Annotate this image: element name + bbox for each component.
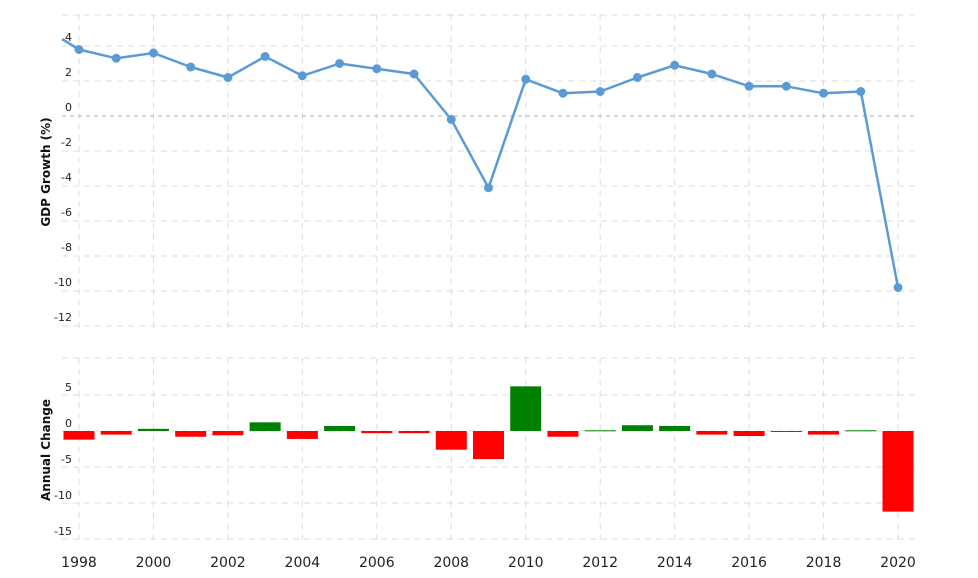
- x-tick-label: 2012: [582, 555, 618, 571]
- annual-change-bar: [770, 431, 802, 432]
- gdp-growth-point: [260, 52, 270, 61]
- annual-change-bars: [63, 386, 914, 512]
- gdp-growth-point: [856, 87, 866, 96]
- gdp-growth-line: [61, 37, 900, 288]
- bottom-y-axis-title: Annual Change: [39, 399, 53, 501]
- gdp-growth-line-series: [61, 37, 900, 288]
- gdp-growth-point: [409, 69, 419, 79]
- gdp-growth-point: [819, 88, 829, 98]
- bottom-y-tick-labels: 5 0 -5 -10 -15: [54, 381, 72, 538]
- top-y-tick-label: -8: [61, 241, 72, 254]
- top-y-tick-label: -12: [54, 311, 72, 324]
- gdp-growth-point: [186, 62, 196, 72]
- gdp-growth-point: [74, 45, 84, 54]
- gdp-growth-point: [484, 183, 493, 193]
- gdp-growth-points: [74, 45, 903, 292]
- top-y-tick-label: 0: [65, 101, 72, 114]
- x-tick-label: 2014: [657, 555, 693, 571]
- annual-change-bar: [361, 431, 393, 434]
- top-y-axis-title: GDP Growth (%): [39, 117, 53, 226]
- annual-change-bar: [324, 425, 356, 431]
- annual-change-bar: [845, 430, 877, 432]
- annual-change-bar: [435, 431, 467, 450]
- x-tick-label: 2008: [433, 555, 469, 571]
- top-y-tick-label: -2: [61, 136, 72, 149]
- gdp-growth-point: [297, 71, 307, 81]
- x-tick-label: 2018: [806, 555, 842, 571]
- gdp-growth-point: [223, 73, 233, 82]
- gdp-growth-point: [893, 283, 903, 292]
- gdp-growth-point: [335, 59, 345, 68]
- x-tick-label: 2010: [508, 555, 544, 571]
- gdp-growth-point: [372, 64, 382, 74]
- bottom-y-tick-label: -15: [54, 525, 72, 538]
- gdp-growth-point: [111, 53, 121, 63]
- annual-change-panel: 5 0 -5 -10 -15 Annual Change: [39, 357, 916, 545]
- gdp-growth-panel: 4 2 0 -2 -4 -6 -8 -10 -12 GDP Growth (%): [39, 14, 916, 332]
- annual-change-bar: [547, 431, 579, 437]
- bottom-y-tick-label: -10: [54, 489, 72, 502]
- annual-change-bar: [286, 431, 318, 439]
- top-y-tick-label: -10: [54, 276, 72, 289]
- x-tick-label: 2016: [731, 555, 767, 571]
- top-y-tick-label: 2: [65, 66, 72, 79]
- gdp-growth-point: [781, 81, 791, 91]
- annual-change-bar: [63, 431, 95, 440]
- gdp-growth-point: [595, 87, 605, 96]
- annual-change-bar: [249, 422, 281, 431]
- x-axis-tick-labels: 1998 2000 2002 2004 2006 2008 2010 2012 2014 2016…: [61, 555, 916, 571]
- bottom-y-tick-label: -5: [61, 453, 72, 466]
- gdp-growth-point: [632, 73, 642, 82]
- x-tick-label: 2020: [880, 555, 916, 571]
- gdp-growth-point: [148, 48, 158, 58]
- x-tick-label: 2000: [136, 555, 172, 571]
- top-y-tick-label: 4: [65, 31, 72, 44]
- gdp-growth-point: [670, 60, 680, 70]
- top-y-tick-label: -6: [61, 206, 72, 219]
- annual-change-bar: [100, 431, 132, 435]
- top-gridlines: [62, 14, 916, 332]
- bottom-y-tick-label: 0: [65, 417, 72, 430]
- annual-change-bar: [696, 431, 728, 435]
- annual-change-bar: [212, 431, 244, 436]
- annual-change-bar: [137, 428, 169, 431]
- annual-change-bar: [808, 431, 840, 435]
- x-tick-label: 1998: [61, 555, 97, 571]
- x-tick-label: 2006: [359, 555, 395, 571]
- annual-change-bar: [175, 431, 207, 437]
- annual-change-bar: [510, 386, 542, 431]
- gdp-growth-point: [744, 81, 754, 91]
- bottom-y-tick-label: 5: [65, 381, 72, 394]
- annual-change-bar: [621, 425, 653, 431]
- bottom-gridlines: [62, 357, 916, 545]
- top-y-tick-labels: 4 2 0 -2 -4 -6 -8 -10 -12: [54, 31, 72, 324]
- annual-change-bar: [659, 425, 691, 431]
- x-tick-label: 2002: [210, 555, 246, 571]
- x-tick-label: 2004: [285, 555, 321, 571]
- gdp-growth-point: [521, 74, 531, 84]
- annual-change-bar: [584, 430, 616, 432]
- top-y-tick-label: -4: [61, 171, 72, 184]
- gdp-growth-point: [446, 115, 456, 124]
- annual-change-bar: [882, 431, 914, 512]
- gdp-growth-point: [707, 69, 717, 79]
- annual-change-bar: [398, 431, 430, 434]
- gdp-growth-point: [558, 88, 568, 98]
- annual-change-bar: [473, 431, 504, 460]
- annual-change-bar: [733, 431, 765, 437]
